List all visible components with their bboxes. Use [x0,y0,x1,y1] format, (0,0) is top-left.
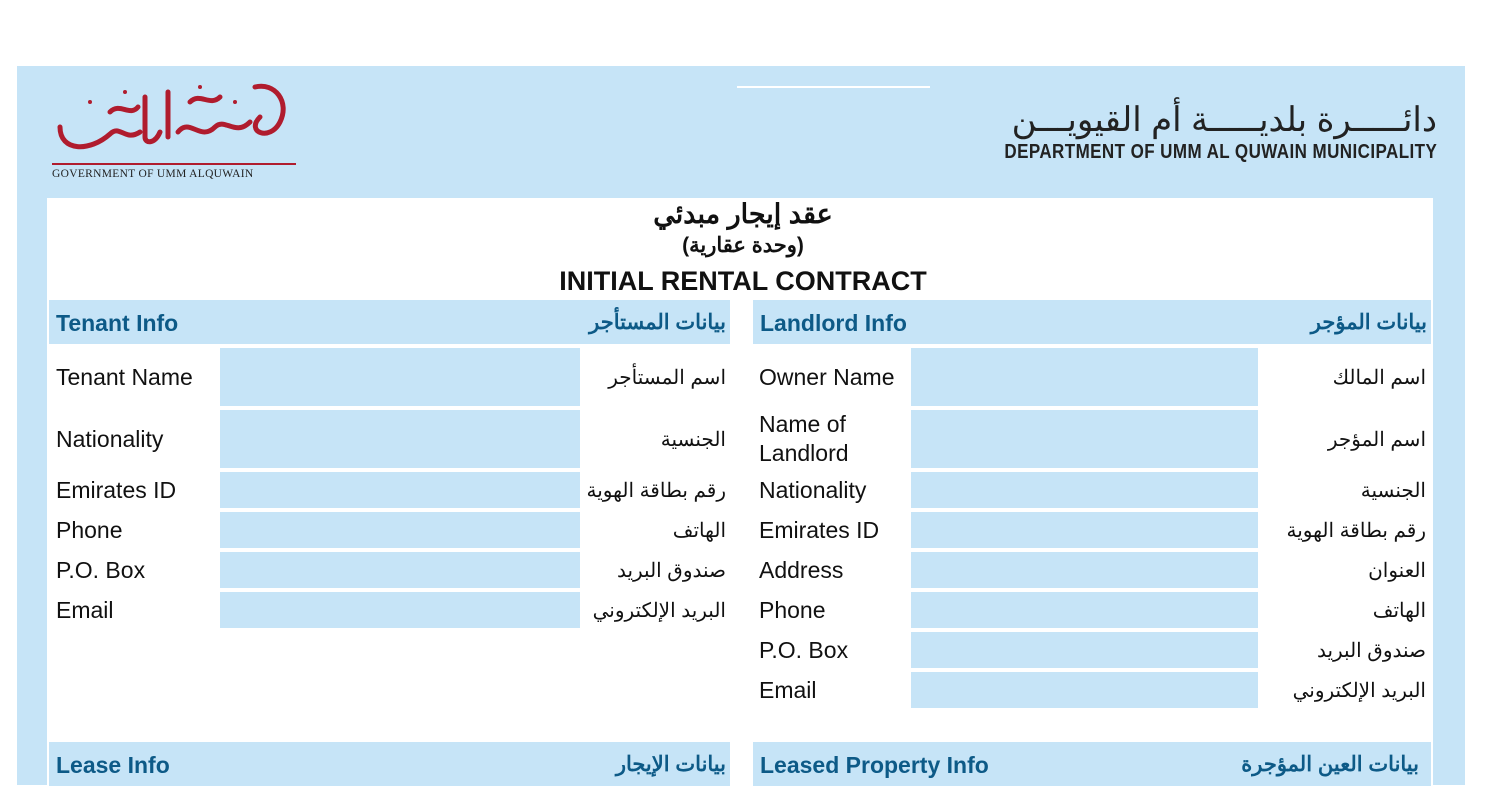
section-title-arabic: بيانات الإيجار [615,753,726,776]
tenant-field-input[interactable] [220,410,580,468]
landlord-field-label: Email [759,676,817,703]
landlord-field-label-arabic: رقم بطاقة الهوية [1286,519,1426,542]
landlord-field-input[interactable] [911,472,1258,508]
landlord-field-label-arabic: العنوان [1368,559,1426,582]
landlord-field-label: Nationality [759,476,867,503]
section-title-arabic: بيانات العين المؤجرة [1241,753,1419,776]
tenant-field-input[interactable] [220,472,580,508]
header-line [737,86,930,88]
landlord-field-input[interactable] [911,512,1258,548]
tenant-field-label: P.O. Box [56,556,146,583]
section-title: Lease Info [56,752,170,778]
landlord-info-header: Landlord Info بيانات المؤجر [753,300,1431,344]
landlord-field-label-arabic: اسم المؤجر [1327,428,1426,451]
tenant-field-label-arabic: اسم المستأجر [608,366,726,389]
tenant-field-input[interactable] [220,512,580,548]
landlord-field-input[interactable] [911,672,1258,708]
landlord-field-label: P.O. Box [759,636,849,663]
section-title: Tenant Info [56,310,179,336]
landlord-field-label: Emirates ID [759,516,880,543]
section-title-arabic: بيانات المؤجر [1310,311,1427,334]
department-name-english: DEPARTMENT OF UMM AL QUWAIN MUNICIPALITY [1004,141,1437,163]
tenant-field-label-arabic: البريد الإلكتروني [592,599,726,622]
department-name-arabic: دائـــــرة بلديـــــة أم القيويـــن [1011,101,1437,139]
leased-property-info-header: Leased Property Info بيانات العين المؤجر… [753,742,1431,786]
landlord-field-input[interactable] [911,410,1258,468]
tenant-field-input[interactable] [220,348,580,406]
tenant-field-label-arabic: صندوق البريد [616,559,726,582]
title-arabic: عقد إيجار مبدئي [653,199,833,229]
landlord-field-label: Owner Name [759,363,895,390]
section-title: Landlord Info [760,310,907,336]
section-title-arabic: بيانات المستأجر [589,311,726,334]
section-title: Leased Property Info [760,752,989,778]
subtitle-arabic: (وحدة عقارية) [682,234,804,257]
landlord-field-label-arabic: اسم المالك [1332,366,1426,389]
tenant-info-header: Tenant Info بيانات المستأجر [49,300,730,344]
landlord-field-label-arabic: صندوق البريد [1316,639,1426,662]
landlord-field-input[interactable] [911,632,1258,668]
government-logo [50,72,300,187]
calligraphy-logo-icon [57,83,286,150]
landlord-field-label: Address [759,556,844,583]
government-name: GOVERNMENT OF UMM ALQUWAIN [52,168,254,180]
tenant-field-label-arabic: رقم بطاقة الهوية [586,479,726,502]
tenant-field-label-arabic: الهاتف [672,519,726,542]
tenant-field-label: Emirates ID [56,476,177,503]
landlord-field-label-arabic: البريد الإلكتروني [1292,679,1426,702]
tenant-field-input[interactable] [220,592,580,628]
lease-info-header: Lease Info بيانات الإيجار [49,742,730,786]
landlord-field-label: Name of Landlord [759,411,849,466]
landlord-field-input[interactable] [911,348,1258,406]
landlord-field-label-arabic: الهاتف [1372,599,1426,622]
tenant-field-label-arabic: الجنسية [660,428,726,451]
tenant-field-label: Email [56,596,114,623]
landlord-field-label-arabic: الجنسية [1360,479,1426,502]
landlord-field-label: Phone [759,596,826,623]
landlord-field-input[interactable] [911,592,1258,628]
logo-divider [52,163,296,165]
tenant-field-label: Nationality [56,425,164,452]
tenant-field-label: Tenant Name [56,363,193,390]
title-english: INITIAL RENTAL CONTRACT [559,266,927,296]
tenant-field-input[interactable] [220,552,580,588]
tenant-field-label: Phone [56,516,123,543]
landlord-field-input[interactable] [911,552,1258,588]
